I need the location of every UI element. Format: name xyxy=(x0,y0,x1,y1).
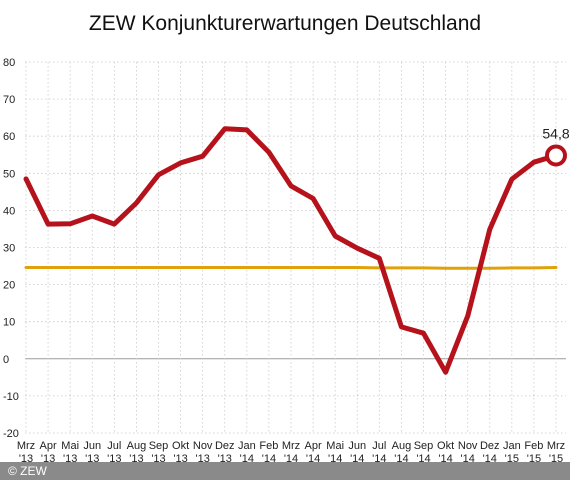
x-tick-label-month: Jun xyxy=(348,440,366,452)
x-tick-label-month: Mrz xyxy=(17,440,35,452)
x-tick-label-month: Sep xyxy=(149,440,169,452)
y-tick-label: 20 xyxy=(3,280,15,292)
x-tick-label-month: Jun xyxy=(83,440,101,452)
x-tick-label-month: Jul xyxy=(372,440,386,452)
x-tick-labels: Mrz'13Apr'13Mai'13Jun'13Jul'13Aug'13Sep'… xyxy=(17,440,565,465)
x-tick-label-month: Nov xyxy=(193,440,213,452)
last-value-marker xyxy=(545,144,567,167)
x-tick-label-month: Okt xyxy=(437,440,454,452)
x-tick-label-month: Jan xyxy=(238,440,256,452)
x-tick-label-month: Apr xyxy=(40,440,57,452)
y-tick-labels: 80 70 60 50 40 30 20 10 0 -10 -20 xyxy=(3,57,19,440)
x-tick-label-month: Dez xyxy=(215,440,235,452)
y-tick-label: 70 xyxy=(3,94,15,106)
x-tick-label-month: Feb xyxy=(259,440,278,452)
series-line-main xyxy=(23,126,559,375)
y-tick-label: -20 xyxy=(3,428,19,440)
x-tick-label-month: Jul xyxy=(107,440,121,452)
x-tick-label-month: Jan xyxy=(503,440,521,452)
annotation-layer: 54,8 xyxy=(542,125,570,167)
copyright-label: © ZEW xyxy=(0,462,570,480)
x-tick-label-month: Aug xyxy=(392,440,412,452)
series-line-reference xyxy=(24,266,558,270)
chart-title: ZEW Konjunkturerwartungen Deutschland xyxy=(89,12,481,35)
y-tick-label: 40 xyxy=(3,205,15,217)
x-tick-label-month: Aug xyxy=(127,440,147,452)
x-tick-label-month: Feb xyxy=(524,440,543,452)
series-layer xyxy=(23,126,559,375)
x-tick-label-month: Nov xyxy=(458,440,478,452)
x-tick-label-month: Sep xyxy=(414,440,434,452)
x-tick-label-month: Mai xyxy=(61,440,79,452)
x-tick-label-month: Mrz xyxy=(282,440,300,452)
y-tick-label: 30 xyxy=(3,243,15,255)
x-tick-label-month: Mrz xyxy=(547,440,565,452)
x-tick-label-month: Okt xyxy=(172,440,189,452)
last-value-label: 54,8 xyxy=(542,125,569,141)
x-tick-label-month: Mai xyxy=(326,440,344,452)
y-tick-label: 50 xyxy=(3,168,15,180)
x-tick-label-month: Apr xyxy=(305,440,322,452)
y-tick-label: 0 xyxy=(3,354,9,366)
y-tick-label: 10 xyxy=(3,317,15,329)
y-tick-label: 60 xyxy=(3,131,15,143)
y-tick-label: 80 xyxy=(3,57,15,69)
y-tick-label: -10 xyxy=(3,391,19,403)
x-tick-label-month: Dez xyxy=(480,440,500,452)
